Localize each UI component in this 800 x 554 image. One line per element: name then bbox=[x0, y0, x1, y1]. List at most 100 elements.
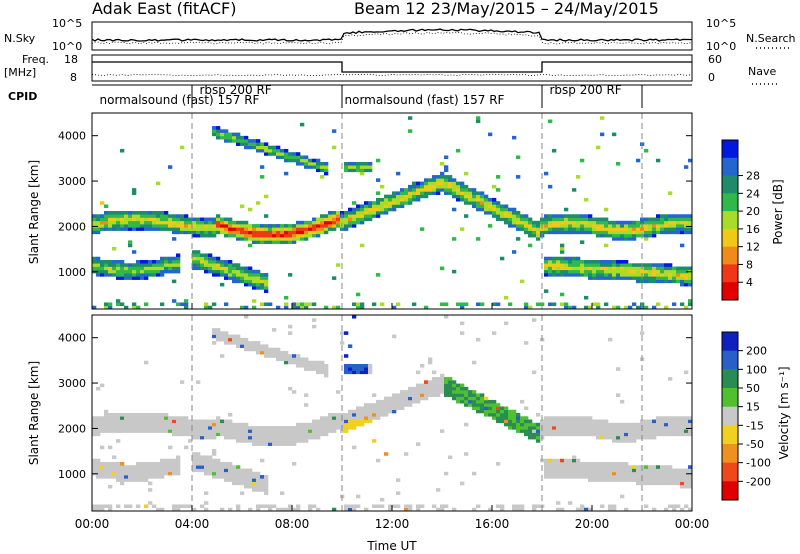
power-cell-418 bbox=[224, 220, 229, 225]
velocity-cell-543 bbox=[252, 426, 257, 430]
power-cell-887 bbox=[392, 197, 397, 202]
power-cell-571 bbox=[264, 286, 269, 290]
power-cell-783 bbox=[344, 168, 349, 173]
power-cell-591 bbox=[268, 233, 273, 238]
velocity-cell-59 bbox=[108, 471, 113, 476]
velocity-cell-1082 bbox=[484, 403, 489, 407]
power-cell-576 bbox=[264, 240, 269, 244]
velocity-cell-521 bbox=[248, 475, 253, 479]
velocity-cell-538 bbox=[252, 442, 257, 446]
mhz-label: [MHz] bbox=[4, 66, 36, 79]
power-cell-1555 bbox=[660, 227, 665, 231]
power-cell-82 bbox=[116, 227, 121, 231]
power-cell-1260 bbox=[572, 260, 577, 264]
power-cell-1134 bbox=[528, 220, 533, 225]
velocity-cell-1550 bbox=[656, 432, 661, 437]
beam-date-title: Beam 12 23/May/2015 – 24/May/2015 bbox=[354, 0, 659, 18]
velocity-cell-828 bbox=[352, 367, 357, 371]
velocity-cell-1204 bbox=[548, 468, 553, 473]
velocity-cell-1553 bbox=[656, 422, 661, 427]
velocity-cell-886 bbox=[380, 504, 385, 509]
velocity-cell-388 bbox=[212, 328, 217, 332]
power-cell-1246 bbox=[568, 263, 573, 267]
power-colorbar-frame bbox=[721, 139, 739, 301]
velocity-cell-472 bbox=[236, 471, 241, 476]
velocity-cell-1338 bbox=[588, 426, 593, 430]
power-cell-762 bbox=[332, 145, 337, 150]
velocity-cell-270 bbox=[176, 504, 181, 509]
velocity-cell-27 bbox=[96, 386, 101, 391]
velocity-cell-1179 bbox=[536, 422, 541, 427]
velocity-cell-63 bbox=[108, 445, 113, 450]
velocity-cell-901 bbox=[388, 504, 393, 509]
velocity-cell-477 bbox=[236, 432, 241, 437]
velocity-cell-1650 bbox=[688, 478, 693, 482]
power-cell-362 bbox=[212, 273, 217, 277]
velocity-cell-913 bbox=[392, 393, 397, 397]
power-cell-1319 bbox=[588, 220, 593, 225]
power-cell-262 bbox=[172, 217, 177, 222]
velocity-cell-578 bbox=[260, 350, 265, 355]
power-cell-1527 bbox=[652, 263, 657, 267]
power-cell-973 bbox=[444, 178, 449, 182]
power-cell-882 bbox=[388, 194, 393, 199]
power-cell-769 bbox=[336, 214, 341, 218]
power-cell-368 bbox=[212, 233, 217, 238]
power-cell-287 bbox=[184, 299, 189, 303]
power-cell-1646 bbox=[688, 227, 693, 231]
velocity-cell-133 bbox=[132, 478, 137, 482]
power-cell-746 bbox=[324, 165, 329, 169]
power-cell-1462 bbox=[632, 230, 637, 235]
power-cell-1369 bbox=[604, 260, 609, 264]
power-cell-959 bbox=[440, 302, 445, 307]
velocity-cell-831 bbox=[356, 504, 361, 509]
power-cell-1575 bbox=[668, 273, 673, 277]
power-cell-1137 bbox=[532, 230, 537, 235]
power-cell-473 bbox=[240, 269, 245, 274]
power-cell-113 bbox=[124, 211, 129, 215]
velocity-cell-395 bbox=[216, 432, 221, 437]
velocity-cell-709 bbox=[304, 364, 309, 368]
nsky-label: N.Sky bbox=[4, 32, 36, 45]
power-cell-1169 bbox=[548, 302, 553, 307]
power-cell-610 bbox=[276, 233, 281, 238]
velocity-cell-874 bbox=[372, 409, 377, 414]
power-cell-834 bbox=[364, 207, 369, 212]
velocity-cell-1658 bbox=[688, 422, 693, 427]
power-cell-869 bbox=[380, 201, 385, 205]
power-cell-561 bbox=[260, 230, 265, 235]
velocity-cell-1591 bbox=[668, 422, 673, 427]
power-cell-1108 bbox=[516, 220, 521, 225]
power-cell-862 bbox=[376, 191, 381, 195]
power-cell-915 bbox=[408, 116, 413, 120]
power-cell-336 bbox=[204, 269, 209, 274]
power-cell-396 bbox=[220, 266, 225, 271]
velocity-cell-1370 bbox=[600, 465, 605, 469]
velocity-cell-776 bbox=[332, 416, 337, 420]
power-cell-1459 bbox=[632, 263, 637, 267]
vel-yaxis-label-2: 3000 bbox=[58, 377, 86, 390]
velocity-cell-571 bbox=[260, 458, 265, 463]
power-cell-1270 bbox=[576, 269, 581, 274]
power-cell-1447 bbox=[628, 263, 633, 267]
vel-colorbar-label-3: 15 bbox=[746, 401, 760, 414]
power-cell-1289 bbox=[580, 227, 585, 231]
power-cell-1415 bbox=[616, 220, 621, 225]
velocity-cell-1526 bbox=[648, 432, 653, 437]
velocity-cell-1375 bbox=[600, 426, 605, 430]
power-cell-428 bbox=[228, 263, 233, 267]
power-cell-160 bbox=[140, 263, 145, 267]
power-cell-993 bbox=[456, 302, 461, 307]
power-cell-1272 bbox=[576, 263, 581, 267]
power-cell-1326 bbox=[592, 266, 597, 271]
power-cell-843 bbox=[368, 207, 373, 212]
power-cell-1044 bbox=[480, 197, 485, 202]
power-cell-678 bbox=[300, 230, 305, 235]
power-cell-247 bbox=[168, 217, 173, 222]
power-cell-1217 bbox=[560, 256, 565, 261]
velocity-cell-1014 bbox=[448, 455, 453, 460]
velocity-cell-968 bbox=[424, 393, 429, 397]
power-cell-1574 bbox=[668, 276, 673, 280]
velocity-cell-961 bbox=[420, 396, 425, 401]
velocity-cell-861 bbox=[368, 419, 373, 424]
